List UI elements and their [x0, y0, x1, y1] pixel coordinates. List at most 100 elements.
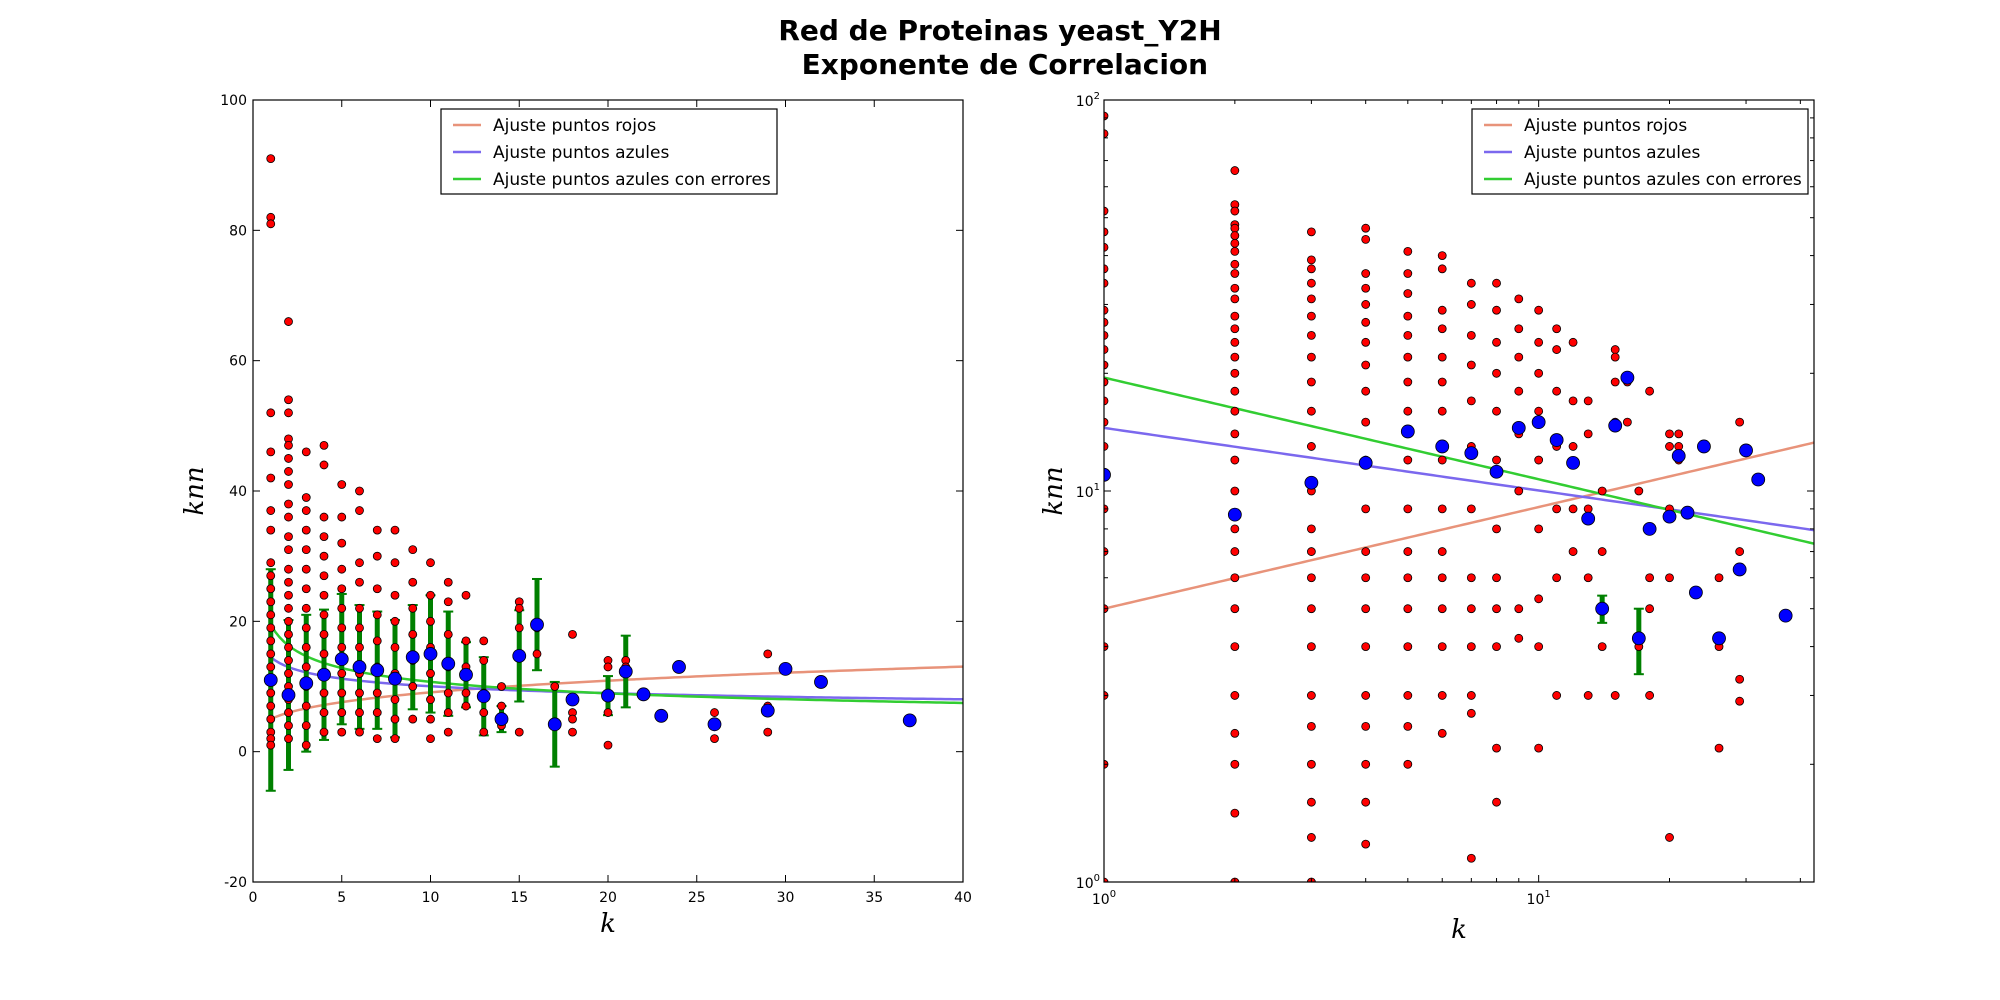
x-axis-label: k: [600, 909, 616, 939]
red-point: [1361, 722, 1371, 731]
red-point: [1306, 604, 1316, 614]
blue-point: [1581, 511, 1596, 526]
red-point: [1104, 206, 1109, 216]
blue-point: [778, 662, 793, 676]
red-point: [266, 701, 276, 711]
red-point: [1597, 642, 1607, 651]
red-point: [266, 584, 276, 594]
red-point: [1466, 331, 1476, 340]
red-point: [1492, 604, 1501, 614]
red-point: [1466, 360, 1476, 370]
blue-point: [654, 708, 669, 723]
red-point: [426, 734, 435, 744]
red-point: [1306, 278, 1316, 288]
legend: Ajuste puntos rojos Ajuste puntos azules A…: [440, 108, 778, 195]
red-point: [1230, 429, 1240, 439]
red-point: [266, 610, 276, 620]
red-point: [1552, 573, 1562, 583]
legend-entry: Ajuste puntos azules: [1524, 143, 1700, 163]
red-point: [1403, 547, 1413, 556]
red-point: [1403, 759, 1413, 769]
red-point: [266, 558, 276, 568]
red-point: [372, 610, 382, 620]
red-point: [443, 708, 453, 717]
blue-point: [1642, 521, 1657, 536]
red-point: [1492, 797, 1501, 807]
red-point: [266, 525, 276, 535]
red-point: [337, 708, 347, 717]
red-point: [1306, 691, 1316, 700]
red-point: [1403, 691, 1413, 700]
fit-line-1: [1104, 426, 1814, 532]
red-point: [479, 708, 489, 717]
red-point: [1230, 269, 1240, 278]
red-point: [1104, 242, 1109, 252]
blue-point: [263, 673, 278, 687]
red-point: [1361, 504, 1371, 514]
red-point: [337, 480, 347, 489]
red-point: [337, 564, 347, 574]
y-tick-label: 100: [1076, 873, 1100, 892]
x-tick-label: 35: [865, 890, 883, 906]
red-point: [408, 714, 418, 724]
red-point: [1230, 311, 1240, 321]
red-point: [1492, 305, 1501, 315]
red-point: [301, 701, 311, 711]
red-point: [1534, 524, 1544, 534]
red-point: [355, 506, 364, 515]
red-point: [603, 708, 613, 717]
red-point: [1583, 396, 1593, 406]
figure-title: Red de Proteinas yeast_Y2H Exponente de …: [0, 14, 2000, 82]
red-point: [603, 740, 613, 750]
red-point: [1492, 278, 1501, 288]
red-point: [1437, 251, 1447, 260]
red-point: [337, 603, 347, 613]
red-point: [390, 734, 400, 744]
title-line-1: Red de Proteinas yeast_Y2H: [778, 14, 1222, 47]
red-point: [1361, 300, 1371, 309]
red-point: [1514, 352, 1524, 362]
blue-point: [1631, 631, 1646, 646]
red-point: [372, 734, 382, 744]
red-point: [1361, 691, 1371, 700]
red-point: [1230, 524, 1240, 534]
red-point: [1645, 691, 1655, 700]
red-point: [443, 688, 453, 698]
red-point: [1104, 877, 1109, 882]
red-point: [284, 734, 293, 744]
blue-point: [1435, 439, 1450, 454]
red-point: [1230, 324, 1240, 334]
y-tick-label: 100: [220, 93, 247, 109]
red-point: [1514, 604, 1524, 614]
blue-point: [1400, 424, 1415, 439]
red-point: [284, 616, 293, 626]
legend-box: [1471, 108, 1809, 195]
blue-point: [1511, 421, 1526, 435]
red-point: [1230, 691, 1240, 700]
red-point: [1361, 235, 1371, 244]
red-point: [1466, 396, 1476, 406]
red-point: [1534, 743, 1544, 753]
red-point: [461, 636, 471, 646]
red-point: [1534, 305, 1544, 315]
fit-line-0: [1104, 441, 1814, 610]
blue-point: [814, 675, 828, 689]
red-point: [337, 688, 347, 698]
red-point: [1665, 833, 1674, 842]
red-point: [284, 467, 293, 476]
red-point: [337, 623, 347, 633]
red-point: [1437, 324, 1447, 334]
red-point: [301, 447, 311, 457]
red-point: [1104, 317, 1109, 327]
red-point: [1230, 486, 1240, 496]
red-point: [301, 506, 311, 515]
x-tick-label: 30: [777, 890, 795, 906]
blue-point: [405, 650, 420, 665]
red-point: [1437, 305, 1447, 315]
red-point: [461, 688, 471, 698]
blue-point: [1732, 562, 1747, 577]
red-point: [426, 669, 435, 678]
red-point: [337, 512, 347, 522]
y-tick-label: 102: [1076, 91, 1100, 110]
